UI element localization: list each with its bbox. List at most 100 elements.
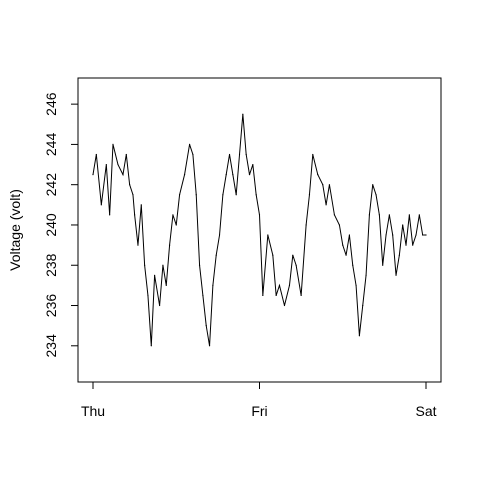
data-point-60: [312, 153, 314, 156]
data-point-8: [125, 153, 127, 156]
x-axis: Thu Fri Sat: [81, 381, 437, 419]
x-tick-label-fri: Fri: [251, 403, 267, 419]
data-point-87: [408, 214, 410, 216]
data-point-2: [100, 204, 102, 206]
data-point-90: [418, 214, 420, 216]
data-point-31: [205, 325, 207, 327]
data-point-21: [168, 244, 171, 246]
data-point-71: [355, 284, 357, 286]
data-point-84: [398, 254, 400, 256]
data-point-50: [272, 254, 274, 256]
data-point-86: [405, 244, 407, 246]
data-point-14: [144, 264, 146, 266]
data-point-13: [140, 204, 142, 206]
series-layer: [92, 113, 427, 347]
data-point-42: [242, 113, 244, 115]
data-point-17: [154, 274, 156, 276]
data-point-41: [238, 153, 241, 156]
data-point-0: [92, 174, 94, 176]
data-point-18: [159, 304, 161, 307]
data-point-47: [258, 214, 261, 216]
data-point-22: [172, 214, 174, 216]
y-tick-label-234: 234: [43, 334, 59, 358]
data-point-1: [95, 153, 97, 156]
x-tick-label-thu: Thu: [81, 403, 105, 419]
data-point-19: [162, 264, 164, 266]
data-point-67: [342, 244, 344, 246]
data-point-20: [165, 284, 167, 286]
data-point-16: [150, 345, 152, 347]
data-point-55: [292, 254, 294, 256]
data-point-57: [300, 294, 302, 297]
data-point-89: [415, 234, 417, 236]
data-point-37: [225, 174, 227, 176]
series-line: [92, 114, 426, 346]
y-axis-label: Voltage (volt): [7, 189, 23, 271]
data-point-36: [222, 194, 224, 196]
data-point-39: [232, 174, 234, 176]
data-point-56: [295, 264, 297, 266]
data-point-72: [358, 335, 360, 337]
data-point-69: [348, 234, 351, 236]
data-point-91: [422, 234, 424, 236]
data-point-35: [218, 234, 221, 236]
data-point-49: [267, 234, 269, 236]
data-point-3: [105, 163, 107, 166]
data-point-79: [382, 264, 384, 266]
y-tick-label-246: 246: [43, 92, 59, 116]
data-point-77: [375, 194, 377, 196]
data-point-80: [385, 234, 387, 236]
data-point-30: [202, 294, 204, 297]
y-axis: 234 236 238 240 242 244 246: [43, 92, 79, 358]
data-point-52: [278, 284, 281, 286]
data-point-38: [228, 153, 231, 156]
y-tick-label-236: 236: [43, 294, 59, 318]
data-point-58: [305, 224, 307, 226]
y-tick-label-238: 238: [43, 253, 59, 277]
data-point-10: [132, 194, 134, 196]
data-point-53: [283, 304, 286, 307]
data-point-63: [325, 204, 327, 206]
x-tick-label-sat: Sat: [415, 403, 436, 419]
data-point-68: [345, 254, 347, 256]
data-point-33: [212, 284, 214, 286]
data-point-66: [338, 224, 341, 226]
data-point-28: [195, 194, 197, 196]
y-tick-label-240: 240: [43, 213, 59, 237]
data-point-27: [192, 153, 194, 156]
data-point-46: [255, 194, 257, 196]
data-point-12: [137, 244, 139, 246]
data-point-82: [392, 234, 394, 236]
data-point-44: [248, 174, 251, 176]
data-point-64: [328, 184, 331, 186]
y-tick-label-242: 242: [43, 173, 59, 197]
data-point-45: [252, 163, 254, 166]
data-point-75: [368, 214, 370, 216]
data-point-78: [378, 214, 380, 216]
data-point-29: [198, 264, 201, 266]
data-point-43: [245, 153, 247, 156]
data-point-32: [208, 345, 211, 347]
data-point-9: [129, 184, 131, 186]
data-point-61: [317, 174, 319, 176]
data-point-7: [122, 174, 124, 176]
data-point-51: [275, 294, 277, 297]
data-point-11: [134, 214, 136, 216]
data-point-59: [308, 194, 311, 196]
data-point-85: [402, 224, 404, 226]
data-point-76: [372, 184, 374, 186]
series-0: [92, 113, 427, 347]
data-point-5: [112, 143, 114, 146]
data-point-88: [412, 244, 414, 246]
data-point-73: [362, 304, 364, 307]
data-point-81: [388, 214, 390, 216]
data-point-83: [395, 274, 397, 276]
y-tick-label-244: 244: [43, 133, 59, 157]
data-point-74: [365, 274, 367, 276]
data-point-24: [178, 194, 181, 196]
data-point-4: [109, 214, 111, 216]
data-point-6: [117, 163, 119, 166]
data-point-23: [175, 224, 177, 226]
